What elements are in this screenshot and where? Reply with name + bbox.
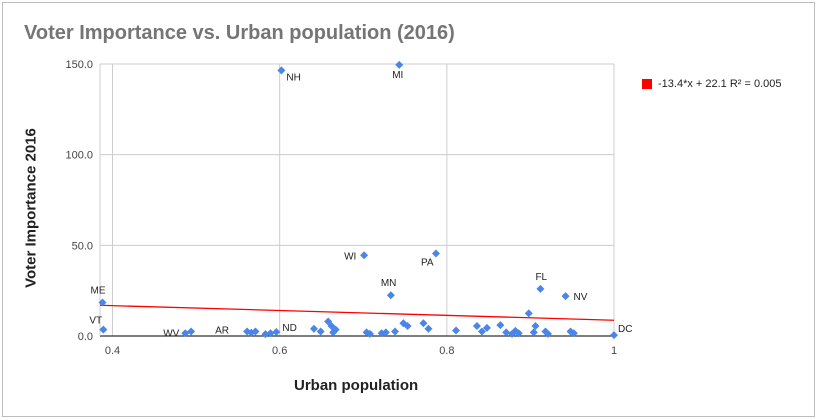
- y-tick-label: 100.0: [65, 150, 93, 162]
- point-labels-layer: ME VT WV AR ND NH WI MN MI PA FL NV DC: [89, 70, 632, 339]
- data-point: [496, 321, 505, 330]
- y-tick-label: 50.0: [72, 240, 93, 252]
- data-point: [261, 330, 270, 339]
- data-point: [610, 331, 618, 340]
- point-label: FL: [535, 272, 547, 283]
- point-label: DC: [618, 324, 632, 335]
- legend: -13.4*x + 22.1 R² = 0.005: [642, 78, 782, 90]
- data-point: [99, 325, 108, 334]
- point-label: WV: [163, 328, 179, 339]
- point-label: ND: [282, 323, 296, 334]
- data-point: [277, 66, 286, 75]
- data-point: [452, 326, 461, 335]
- x-tick-label: 0.8: [439, 345, 454, 357]
- data-point: [514, 329, 523, 338]
- data-point: [251, 327, 260, 336]
- x-tick-label: 0.4: [105, 345, 120, 357]
- legend-swatch-trendline: [642, 79, 652, 89]
- data-point: [272, 328, 281, 337]
- axes: [99, 64, 614, 337]
- x-tick-label: 0.6: [272, 345, 287, 357]
- legend-label-trendline: -13.4*x + 22.1 R² = 0.005: [658, 78, 782, 90]
- x-tick-label: 1: [611, 345, 617, 357]
- data-point: [424, 324, 433, 333]
- data-point: [381, 328, 390, 337]
- data-point: [316, 327, 325, 336]
- data-point: [365, 329, 374, 338]
- trendline-layer: [99, 304, 615, 321]
- y-tick-label: 150.0: [65, 59, 93, 71]
- point-label: ME: [91, 285, 106, 296]
- data-point: [309, 324, 318, 333]
- point-label: WI: [344, 251, 356, 262]
- chart-title: Voter Importance vs. Urban population (2…: [24, 22, 455, 44]
- data-point: [477, 327, 486, 336]
- data-point: [472, 322, 481, 331]
- data-point: [482, 323, 491, 332]
- data-point: [529, 328, 538, 337]
- data-point: [431, 249, 440, 258]
- data-point: [331, 325, 340, 334]
- data-point: [561, 292, 570, 301]
- data-point: [403, 322, 412, 331]
- data-point: [395, 60, 404, 69]
- data-point: [524, 309, 533, 318]
- data-point: [181, 329, 190, 338]
- points-layer: [98, 60, 618, 340]
- data-point: [531, 322, 540, 331]
- data-point: [502, 328, 511, 337]
- data-point: [98, 298, 107, 307]
- point-label: PA: [421, 257, 434, 268]
- x-axis-label: Urban population: [294, 377, 419, 394]
- data-point: [569, 329, 578, 338]
- tick-labels: 0.0 50.0 100.0 150.0 0.4 0.6 0.8 1: [65, 59, 617, 357]
- data-point: [543, 329, 552, 338]
- data-point: [266, 329, 275, 338]
- point-label: MN: [381, 278, 397, 289]
- point-label: NV: [574, 292, 588, 303]
- gridlines: [100, 63, 615, 336]
- point-label: AR: [215, 325, 229, 336]
- data-point: [536, 284, 545, 293]
- y-tick-label: 0.0: [78, 331, 93, 343]
- data-point: [187, 327, 196, 336]
- data-point: [391, 327, 400, 336]
- data-point: [386, 291, 395, 300]
- point-label: NH: [286, 72, 300, 83]
- point-label: VT: [89, 316, 102, 327]
- point-label: MI: [392, 70, 403, 81]
- data-point: [419, 319, 428, 328]
- data-point: [360, 251, 369, 260]
- trendline: [99, 304, 615, 321]
